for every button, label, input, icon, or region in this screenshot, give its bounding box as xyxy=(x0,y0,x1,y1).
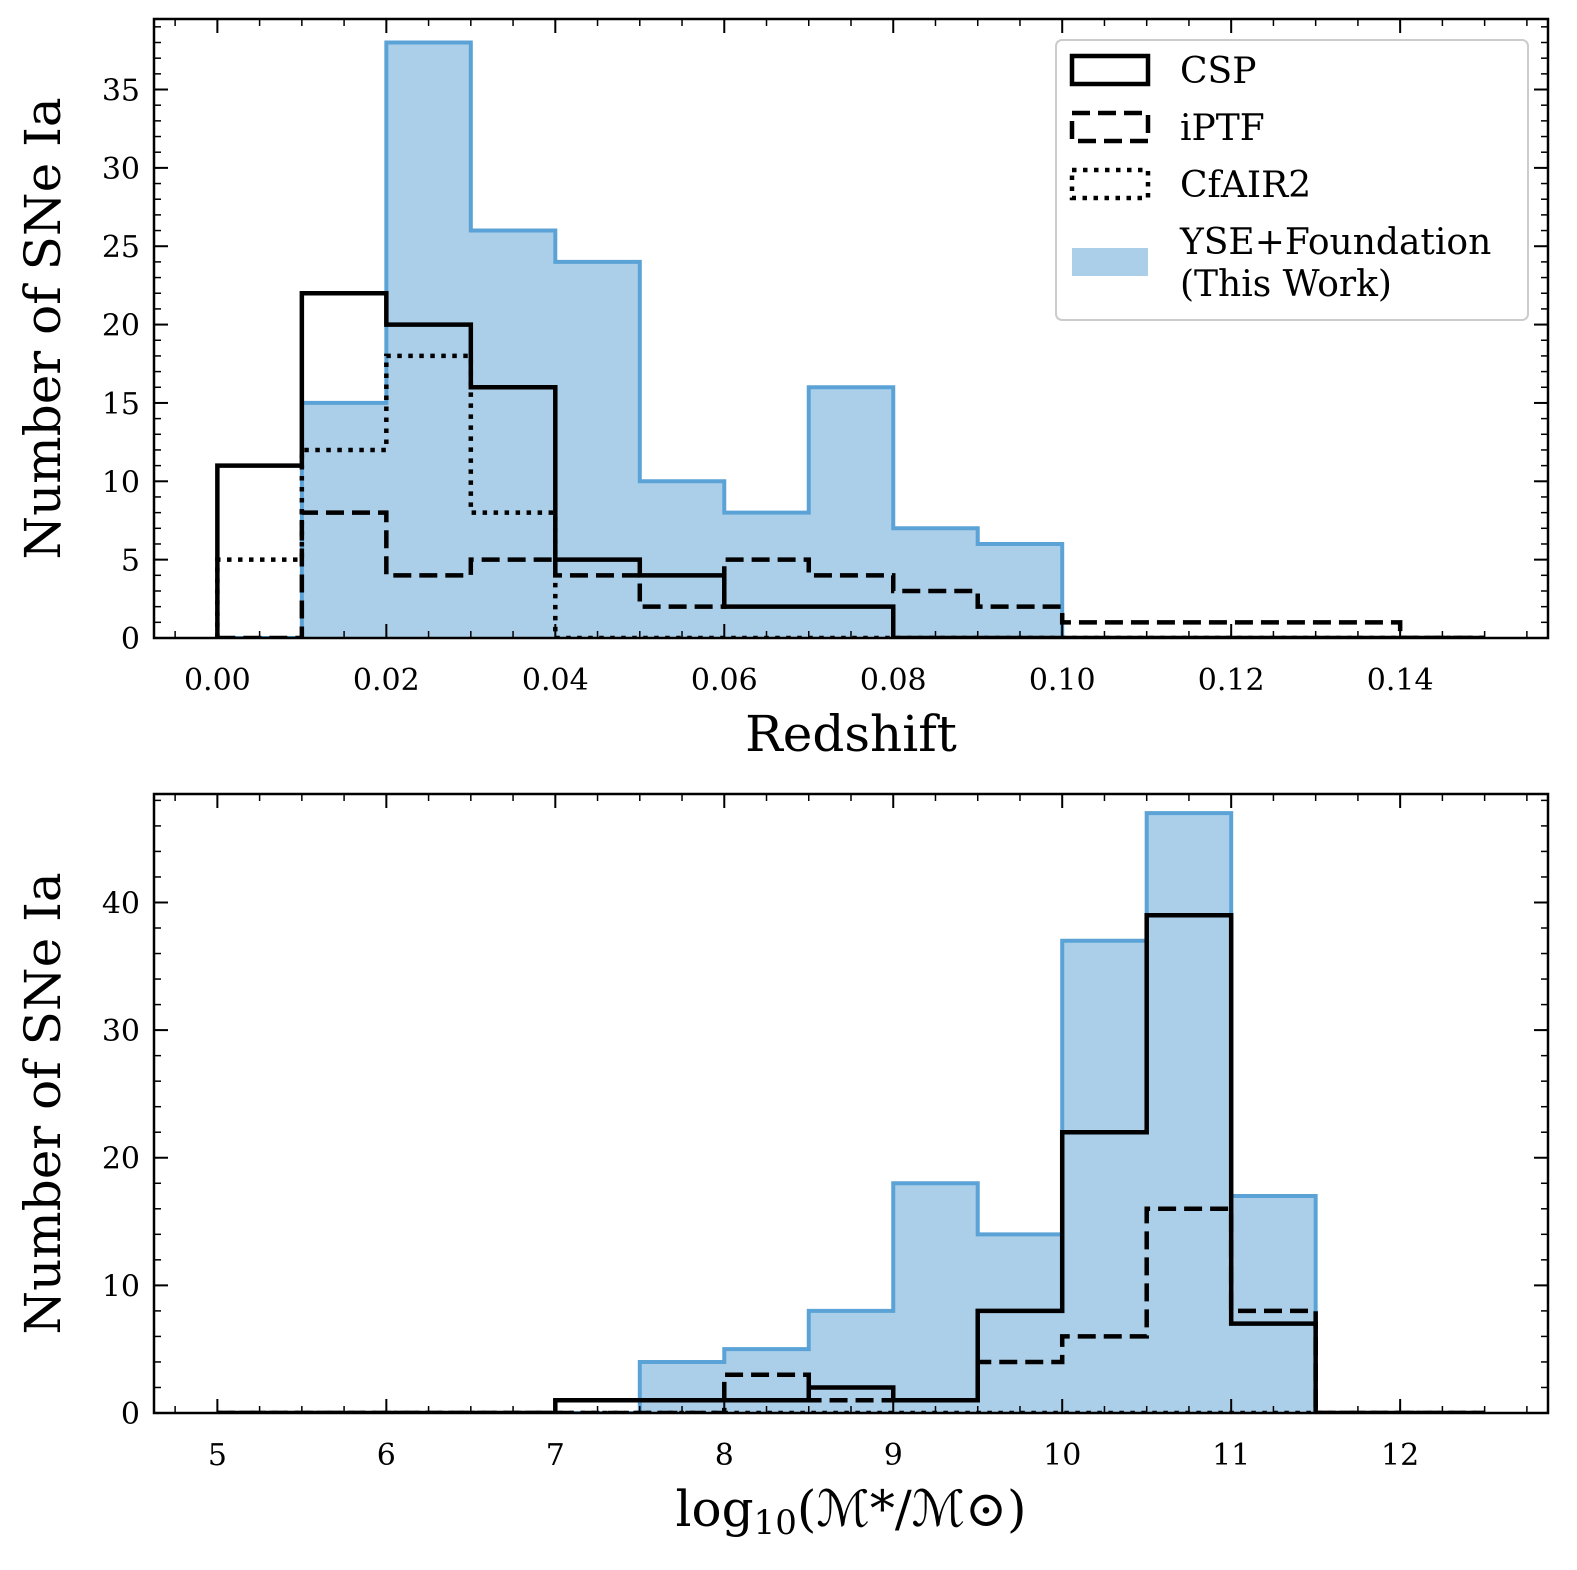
bars-yse-foundation xyxy=(217,813,1485,1413)
legend-label-yse-foundation: (This Work) xyxy=(1180,264,1392,305)
x-tick-label: 0.12 xyxy=(1198,663,1265,698)
x-tick-label: 10 xyxy=(1043,1438,1081,1473)
legend-label-cfair2: CfAIR2 xyxy=(1180,165,1311,206)
x-tick-label: 0.08 xyxy=(860,663,927,698)
y-axis-label: Number of SNe Ia xyxy=(14,872,72,1334)
edge-yse-foundation xyxy=(217,40,1485,638)
x-axis-label: Redshift xyxy=(745,705,957,763)
y-tick-label: 5 xyxy=(121,544,140,579)
line-iptf xyxy=(217,510,1485,638)
legend-swatch-cfair2 xyxy=(1069,167,1151,201)
line-csp xyxy=(215,290,1485,638)
legend-swatch-yse-foundation xyxy=(1072,248,1148,276)
legend-label-iptf: iPTF xyxy=(1180,108,1265,149)
y-tick-label: 40 xyxy=(102,886,140,921)
legend: CSP iPTF CfAIR2 YSE+Foundation(This Work) xyxy=(1055,39,1529,321)
x-tick-label: 7 xyxy=(546,1438,565,1473)
x-tick-label: 0.00 xyxy=(184,663,251,698)
y-tick-label: 10 xyxy=(102,465,140,500)
legend-swatch-csp xyxy=(1069,53,1151,87)
bars-yse-foundation xyxy=(217,42,1485,638)
x-tick-label: 0.02 xyxy=(353,663,420,698)
x-tick-label: 5 xyxy=(208,1438,227,1473)
x-tick-label: 0.14 xyxy=(1367,663,1434,698)
x-tick-label: 11 xyxy=(1212,1438,1250,1473)
plot-area xyxy=(215,40,1485,638)
y-tick-label: 20 xyxy=(102,1142,140,1177)
x-tick-label: 0.06 xyxy=(691,663,758,698)
x-tick-label: 12 xyxy=(1381,1438,1419,1473)
y-tick-label: 35 xyxy=(102,74,140,109)
legend-label-csp: CSP xyxy=(1180,51,1256,92)
line-cfair2 xyxy=(215,353,1485,638)
legend-swatch-iptf xyxy=(1069,110,1151,144)
plot-area xyxy=(217,811,1485,1413)
legend-box xyxy=(1055,39,1529,321)
x-tick-label: 9 xyxy=(884,1438,903,1473)
y-axis-label: Number of SNe Ia xyxy=(14,97,72,559)
x-tick-label: 0.04 xyxy=(522,663,589,698)
y-tick-label: 15 xyxy=(102,387,140,422)
y-tick-label: 20 xyxy=(102,309,140,344)
redshift-histogram-panel: 0.00 0.02 0.04 0.06 0.08 0.10 0.12 0.14 0 5 10 15 20… xyxy=(14,17,1550,763)
legend-label-yse-foundation: YSE+Foundation xyxy=(1179,222,1491,263)
y-tick-label: 30 xyxy=(102,152,140,187)
x-tick-label: 0.10 xyxy=(1029,663,1096,698)
y-tick-label: 30 xyxy=(102,1014,140,1049)
mass-histogram-panel: 5 6 7 8 9 10 11 12 0 10 20 30 40 Number of SNe Ia log1… xyxy=(14,792,1550,1543)
x-tick-label: 6 xyxy=(377,1438,396,1473)
y-tick-label: 0 xyxy=(121,1397,140,1432)
x-tick-label: 8 xyxy=(715,1438,734,1473)
y-tick-label: 0 xyxy=(121,622,140,657)
x-axis-label: log10(ℳ*/ℳ⊙) xyxy=(675,1480,1026,1543)
y-tick-label: 10 xyxy=(102,1269,140,1304)
y-tick-label: 25 xyxy=(102,230,140,265)
